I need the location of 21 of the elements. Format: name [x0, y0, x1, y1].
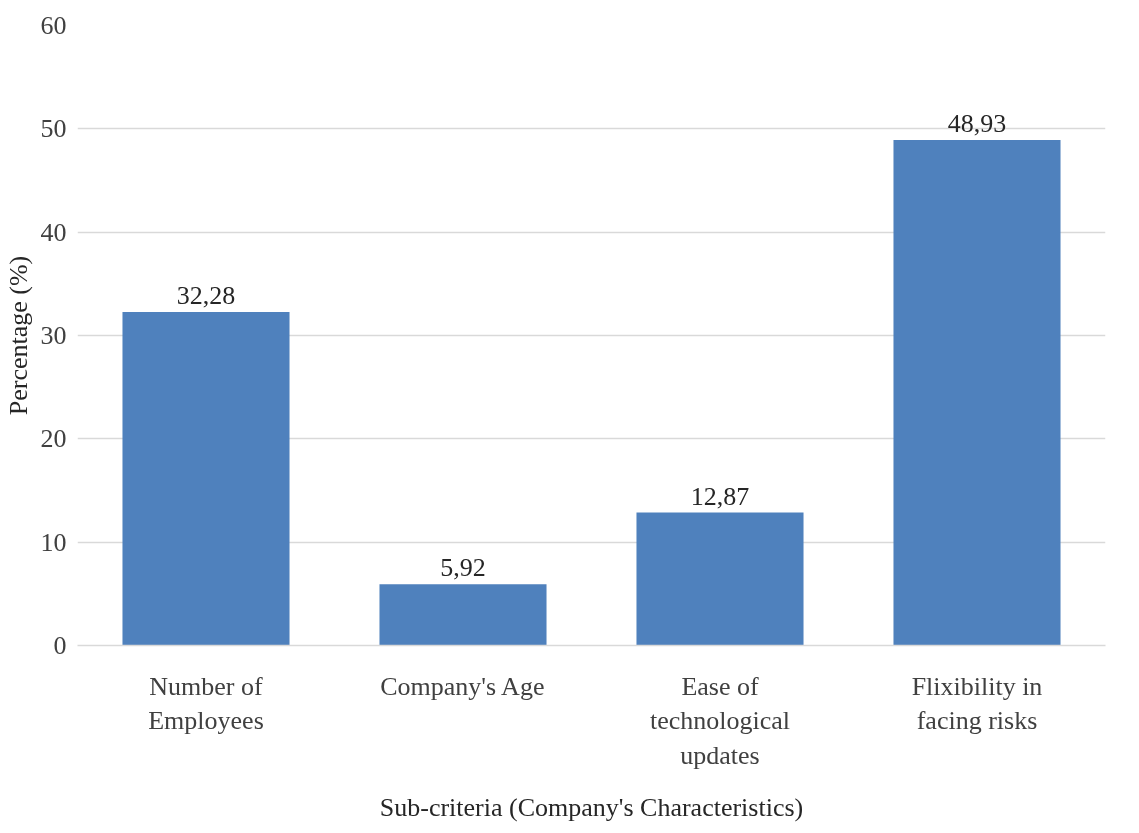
data-label: 12,87: [690, 481, 750, 511]
y-axis-title: Percentage (%): [3, 255, 33, 416]
data-label: 32,28: [176, 280, 236, 310]
bar: [122, 311, 290, 646]
data-label: 48,93: [947, 108, 1007, 138]
y-tick-label: 40: [40, 217, 67, 247]
y-tick-label: 50: [40, 114, 67, 144]
x-tick-label: Ease of technological updates: [649, 671, 791, 771]
x-tick-label: Number of Employees: [148, 671, 264, 736]
y-tick-label: 0: [53, 631, 67, 660]
bar: [636, 512, 804, 646]
y-tick-label: 10: [40, 527, 67, 557]
bar: [379, 584, 547, 646]
bar: [893, 139, 1061, 646]
x-axis-title: Sub-criteria (Company's Characteristics): [379, 793, 804, 823]
y-tick-label: 20: [40, 424, 67, 454]
x-tick-label: Flixibility in facing risks: [911, 671, 1043, 736]
y-tick-label: 30: [40, 321, 67, 350]
data-label: 5,92: [440, 553, 486, 583]
y-tick-label: 60: [40, 11, 67, 40]
x-tick-label: Company's Age: [380, 671, 545, 701]
